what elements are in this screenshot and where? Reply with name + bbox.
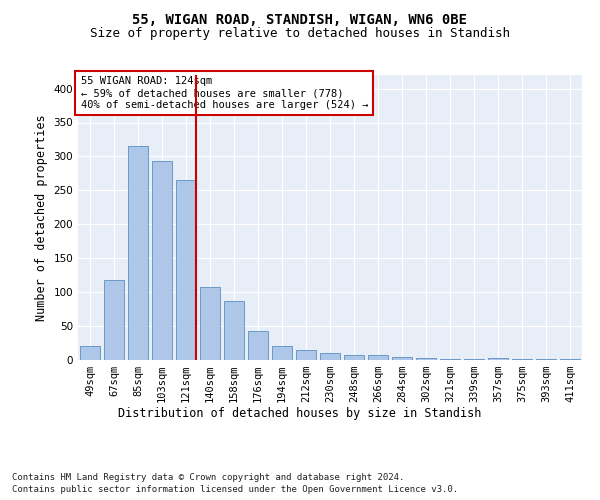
Text: 55 WIGAN ROAD: 124sqm
← 59% of detached houses are smaller (778)
40% of semi-det: 55 WIGAN ROAD: 124sqm ← 59% of detached … [80,76,368,110]
Text: 55, WIGAN ROAD, STANDISH, WIGAN, WN6 0BE: 55, WIGAN ROAD, STANDISH, WIGAN, WN6 0BE [133,12,467,26]
Bar [560,358,580,360]
Bar [176,180,196,360]
Bar [536,358,556,360]
Bar [128,146,148,360]
Bar [488,358,508,360]
Bar [416,358,436,360]
Bar [224,301,244,360]
Text: Contains public sector information licensed under the Open Government Licence v3: Contains public sector information licen… [12,485,458,494]
Text: Contains HM Land Registry data © Crown copyright and database right 2024.: Contains HM Land Registry data © Crown c… [12,472,404,482]
Bar [296,350,316,360]
Bar [152,161,172,360]
Bar [464,358,484,360]
Bar [440,358,460,360]
Bar [200,286,220,360]
Bar [344,354,364,360]
Bar [512,358,532,360]
Bar [368,354,388,360]
Y-axis label: Number of detached properties: Number of detached properties [35,114,48,321]
Bar [320,353,340,360]
Bar [104,280,124,360]
Text: Distribution of detached houses by size in Standish: Distribution of detached houses by size … [118,408,482,420]
Bar [392,356,412,360]
Bar [248,331,268,360]
Bar [272,346,292,360]
Text: Size of property relative to detached houses in Standish: Size of property relative to detached ho… [90,28,510,40]
Bar [80,346,100,360]
